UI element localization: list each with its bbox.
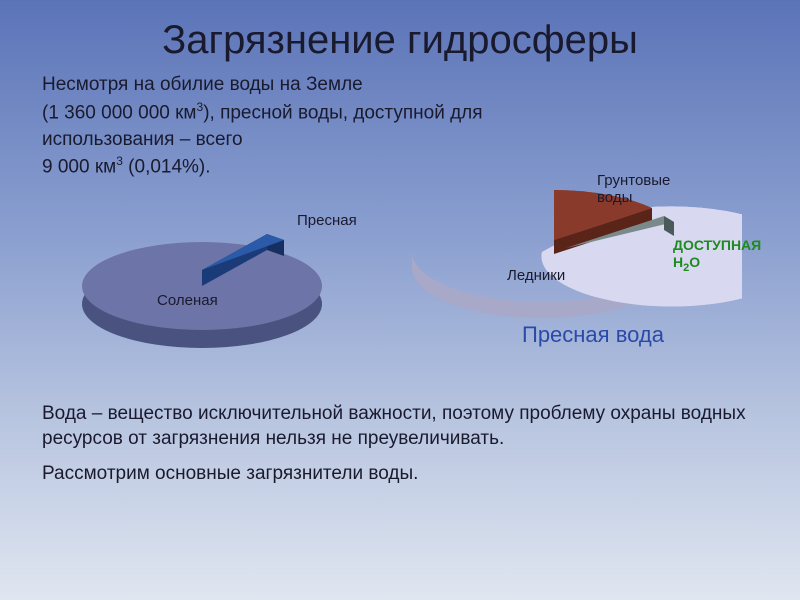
label-fresh: Пресная — [297, 212, 357, 229]
charts-area: Соленая Пресная Ледники Гр — [42, 172, 758, 402]
slide-content: Загрязнение гидросферы Несмотря на обили… — [0, 0, 800, 486]
intro-line1: Несмотря на обилие воды на Земле — [42, 73, 758, 98]
available-pre: ДОСТУПНАЯ — [673, 237, 761, 253]
intro-line2-post: ), пресной воды, доступной для — [203, 102, 482, 123]
intro-line3: использования – всего — [42, 128, 758, 153]
intro-line2: (1 360 000 000 км3), пресной воды, досту… — [42, 100, 758, 126]
label-available: ДОСТУПНАЯ H2O — [673, 237, 761, 275]
para2: Вода – вещество исключительной важности,… — [42, 402, 758, 451]
available-o: O — [689, 254, 700, 270]
intro-line2-pre: (1 360 000 000 км — [42, 102, 197, 123]
label-groundwater: Грунтовые воды — [597, 172, 670, 206]
page-title: Загрязнение гидросферы — [42, 18, 758, 63]
label-glaciers: Ледники — [507, 267, 565, 284]
chart2-title: Пресная вода — [522, 322, 664, 348]
available-h: H — [673, 254, 683, 270]
label-salt: Соленая — [157, 292, 218, 309]
bottom-text: Вода – вещество исключительной важности,… — [42, 402, 758, 486]
para3: Рассмотрим основные загрязнители воды. — [42, 462, 758, 487]
cubed-2: 3 — [116, 154, 123, 168]
